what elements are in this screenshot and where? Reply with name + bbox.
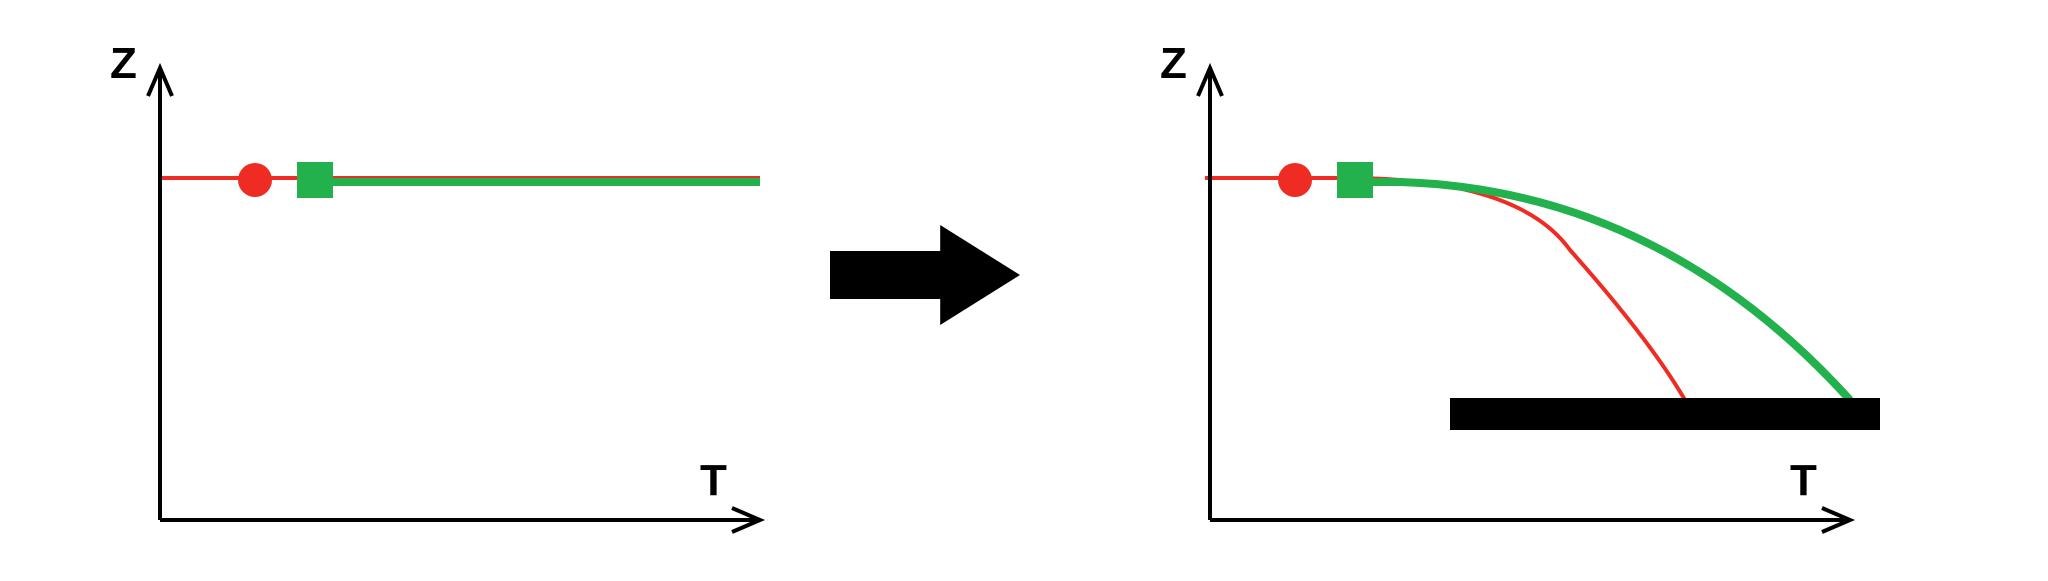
marker-square [1337, 162, 1373, 198]
left-chart: ZT [80, 20, 780, 545]
transition-arrow [830, 225, 1020, 330]
trajectory-curve [1355, 182, 1850, 400]
x-axis-label: T [700, 456, 727, 505]
ground-bar [1450, 398, 1880, 430]
marker-circle [238, 163, 272, 197]
y-axis-label: Z [1160, 39, 1187, 88]
marker-square [297, 162, 333, 198]
arrow-icon [830, 225, 1020, 325]
marker-circle [1278, 163, 1312, 197]
trajectory-curve [1205, 178, 1685, 400]
y-axis-label: Z [110, 39, 137, 88]
right-chart: ZT [1130, 20, 1890, 545]
x-axis-label: T [1790, 456, 1817, 505]
